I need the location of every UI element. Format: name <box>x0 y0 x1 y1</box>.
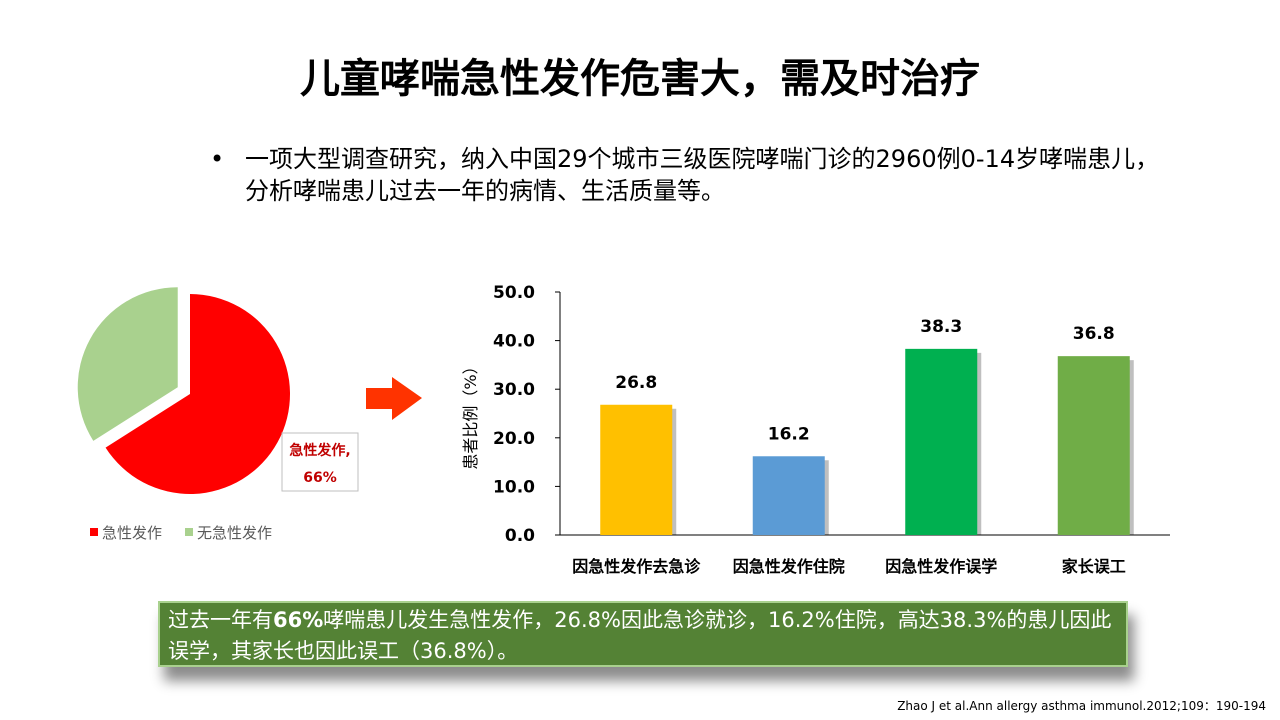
bar <box>752 456 825 535</box>
legend-label: 急性发作 <box>102 524 162 542</box>
y-tick-label: 20.0 <box>493 429 535 449</box>
y-axis-title: 患者比例（%） <box>461 358 480 469</box>
legend-label: 无急性发作 <box>197 524 272 542</box>
bar <box>600 404 673 535</box>
bar-value-label: 36.8 <box>1073 324 1115 344</box>
pie-data-label: 急性发作, <box>289 442 350 459</box>
summary-box: 过去一年有66%哮喘患儿发生急性发作，26.8%因此急诊就诊，16.2%住院，高… <box>158 601 1128 667</box>
arrow-right-icon <box>366 377 422 420</box>
y-tick-label: 0.0 <box>505 526 535 546</box>
x-tick-label: 家长误工 <box>1062 557 1126 576</box>
legend-swatch <box>185 528 193 536</box>
pie-chart: 急性发作, 66% 急性发作 无急性发作 <box>77 287 359 542</box>
x-tick-label: 因急性发作住院 <box>733 557 845 576</box>
bullet-marker: • <box>210 145 225 173</box>
legend-swatch <box>90 528 98 536</box>
y-tick-label: 30.0 <box>493 380 535 400</box>
y-tick-label: 40.0 <box>493 332 535 352</box>
pie-data-label-box <box>281 432 359 492</box>
bullet-point: • 一项大型调查研究，纳入中国29个城市三级医院哮喘门诊的2960例0-14岁哮… <box>210 143 1160 207</box>
bar-value-label: 38.3 <box>920 317 962 337</box>
summary-text-2: 哮喘患儿发生急性发作，26.8%因此急诊就诊，16.2%住院，高达38.3%的患… <box>168 608 1112 663</box>
x-tick-label: 因急性发作误学 <box>885 557 997 576</box>
slide-title: 儿童哮喘急性发作危害大，需及时治疗 <box>300 56 980 102</box>
bar <box>905 348 978 535</box>
summary-highlight: 66% <box>273 608 324 632</box>
pie-data-label: 66% <box>303 470 337 486</box>
bar <box>1057 356 1130 535</box>
pie-slice <box>105 294 291 494</box>
bullet-text: 一项大型调查研究，纳入中国29个城市三级医院哮喘门诊的2960例0-14岁哮喘患… <box>245 145 1160 205</box>
bar-value-label: 16.2 <box>768 424 810 444</box>
summary-text-1: 过去一年有 <box>168 608 273 632</box>
y-tick-label: 10.0 <box>493 477 535 497</box>
y-tick-label: 50.0 <box>493 283 535 303</box>
citation: Zhao J et al.Ann allergy asthma immunol.… <box>897 699 1266 713</box>
bar-value-label: 26.8 <box>615 373 657 393</box>
x-tick-label: 因急性发作去急诊 <box>572 557 701 576</box>
pie-slice <box>77 287 178 441</box>
bar-chart: 0.0 10.0 20.0 30.0 40.0 50.0 患者比例（%） 26.8 因急性发作去… <box>461 283 1170 576</box>
